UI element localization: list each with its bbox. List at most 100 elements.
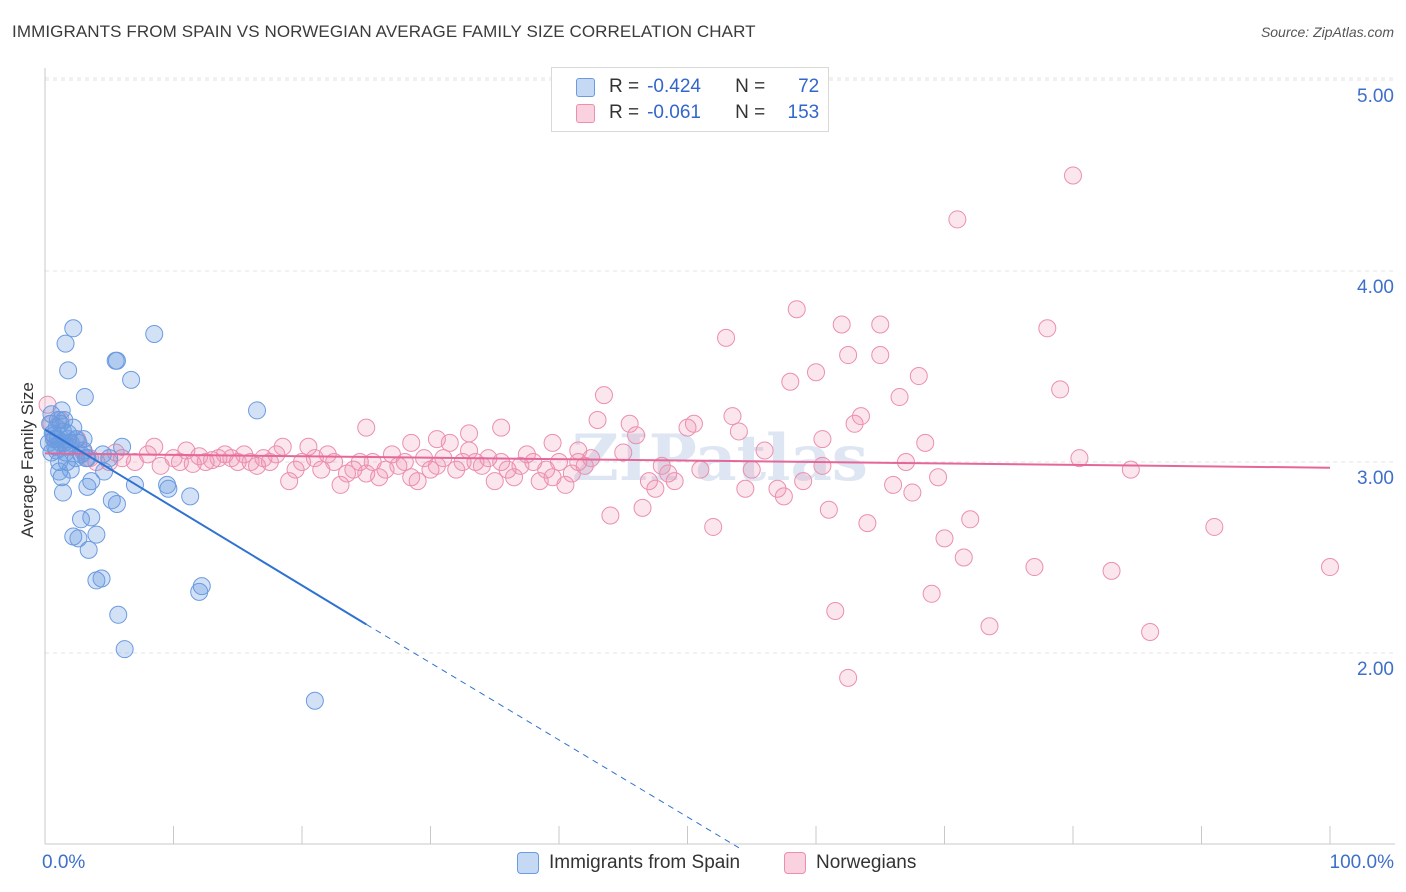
norway-point	[408, 472, 427, 491]
legend-n-label: N =	[735, 102, 766, 123]
spain-point	[107, 495, 126, 514]
spain-point	[69, 529, 88, 548]
y-tick-label: 2.00	[1357, 659, 1394, 680]
x-tick-label-max: 100.0%	[1329, 852, 1394, 873]
spain-point	[181, 487, 200, 506]
norway-point	[704, 517, 723, 536]
norway-point	[505, 468, 524, 487]
y-axis-label: Average Family Size	[18, 382, 37, 538]
norway-point	[228, 453, 247, 471]
norway-point	[890, 388, 909, 407]
spain-point	[47, 441, 66, 460]
spain-point	[122, 370, 141, 389]
spain-point	[56, 334, 75, 353]
norway-point	[845, 414, 864, 433]
norway-point	[826, 601, 845, 620]
norway-point	[280, 472, 299, 491]
bottom-legend-label-norway: Norwegians	[816, 852, 917, 873]
spain-point	[115, 640, 134, 659]
norway-point	[691, 460, 710, 479]
legend-swatch-spain	[576, 77, 595, 97]
spain-point	[109, 605, 128, 624]
norway-point	[325, 453, 344, 471]
norway-point	[807, 363, 825, 382]
norway-point	[395, 453, 414, 471]
norway-point	[774, 487, 793, 506]
norway-point	[550, 453, 568, 471]
norway-point	[588, 410, 607, 429]
legend-r-label: R =	[609, 102, 640, 123]
norway-point	[556, 475, 575, 494]
norway-point	[646, 479, 665, 498]
norway-point	[1051, 380, 1070, 399]
norway-point	[286, 460, 305, 479]
norway-point	[1070, 449, 1089, 468]
norway-point	[729, 422, 748, 441]
legend-n-value: 153	[787, 102, 820, 123]
spain-point	[74, 430, 93, 449]
norway-point	[903, 483, 922, 502]
norway-point	[1121, 460, 1140, 479]
norway-point	[594, 386, 613, 405]
norway-point	[633, 498, 652, 517]
norway-point	[935, 529, 954, 548]
norway-point	[1205, 517, 1224, 536]
norway-point	[601, 506, 620, 525]
norway-point	[1038, 319, 1057, 338]
legend-row-norway: R = -0.061 N = 153	[576, 102, 819, 124]
norway-point	[460, 424, 479, 443]
spain-point	[159, 479, 178, 498]
legend-r-label: R =	[609, 76, 640, 97]
norway-point	[755, 441, 774, 460]
norway-point	[684, 414, 703, 433]
norway-point	[659, 464, 678, 483]
correlation-legend: R = -0.424 N = 72 R = -0.061 N = 153	[551, 67, 829, 132]
spain-trend-line	[44, 428, 367, 626]
norway-point	[742, 460, 761, 479]
norway-point	[768, 479, 787, 498]
norway-point	[819, 500, 838, 519]
norway-point	[839, 668, 858, 687]
legend-r-value: -0.061	[647, 102, 701, 123]
norway-point	[145, 437, 164, 456]
norway-point	[1025, 558, 1044, 577]
norway-point	[1321, 558, 1339, 577]
chart-title: IMMIGRANTS FROM SPAIN VS NORWEGIAN AVERA…	[12, 22, 756, 41]
norway-point	[235, 445, 254, 464]
norway-point	[961, 510, 980, 529]
legend-row-spain: R = -0.424 N = 72	[576, 76, 819, 98]
norway-point	[665, 472, 684, 491]
y-tick-label: 5.00	[1357, 86, 1394, 107]
norway-point	[447, 460, 466, 479]
bottom-legend-norway: Norwegians	[784, 852, 916, 874]
norway-point	[871, 315, 890, 334]
norway-point	[402, 433, 421, 452]
spain-point	[107, 351, 126, 370]
norway-point	[954, 548, 973, 567]
spain-point	[64, 319, 83, 338]
norway-point	[781, 372, 800, 391]
norway-point	[575, 456, 594, 475]
norway-point	[1064, 166, 1082, 185]
norway-point	[370, 468, 389, 487]
legend-swatch-norway	[576, 103, 595, 123]
norway-point	[736, 479, 755, 498]
norway-point	[884, 475, 903, 494]
spain-point	[53, 483, 72, 502]
norway-point	[273, 437, 292, 456]
spain-point	[113, 437, 132, 456]
norway-point	[569, 441, 588, 460]
norway-point	[357, 418, 376, 437]
spain-point	[79, 540, 98, 559]
norway-trend-line	[44, 452, 1331, 469]
norway-point	[839, 346, 858, 365]
norway-point	[318, 445, 337, 464]
spain-point	[305, 691, 324, 710]
spain-point	[55, 410, 74, 429]
norway-point	[813, 430, 832, 449]
norway-point	[929, 468, 948, 487]
norway-point	[492, 418, 511, 437]
norway-point	[909, 367, 928, 386]
norway-point	[858, 514, 877, 533]
